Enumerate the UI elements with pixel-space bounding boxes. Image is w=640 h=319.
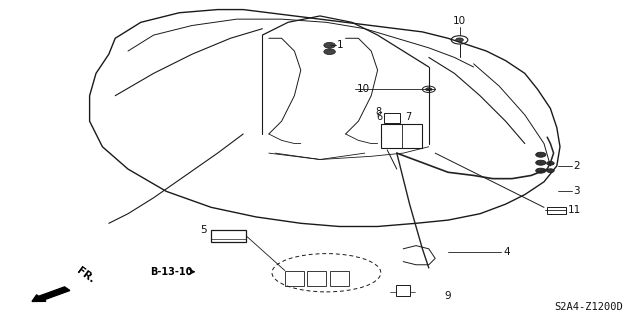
Text: 8: 8 <box>375 107 381 117</box>
Bar <box>384 113 400 123</box>
Text: B-13-10: B-13-10 <box>150 267 193 277</box>
FancyArrow shape <box>32 287 70 301</box>
Text: 10: 10 <box>356 84 370 94</box>
Text: 10: 10 <box>453 16 466 26</box>
Circle shape <box>426 88 432 91</box>
Circle shape <box>547 161 554 165</box>
Circle shape <box>324 49 335 55</box>
Bar <box>307 271 326 286</box>
Text: 9: 9 <box>444 291 451 301</box>
Text: 11: 11 <box>568 205 581 215</box>
Circle shape <box>536 168 546 173</box>
Circle shape <box>456 38 463 42</box>
Text: FR.: FR. <box>75 265 97 285</box>
Text: 3: 3 <box>573 186 580 197</box>
Bar <box>381 124 422 148</box>
Text: 5: 5 <box>200 225 207 235</box>
Bar <box>285 271 304 286</box>
Circle shape <box>536 152 546 157</box>
Text: 2: 2 <box>573 161 580 171</box>
Text: S2A4-Z1200D: S2A4-Z1200D <box>554 302 623 312</box>
Bar <box>330 271 349 286</box>
Circle shape <box>547 169 554 173</box>
Circle shape <box>324 42 335 48</box>
Text: 1: 1 <box>337 40 344 50</box>
Bar <box>547 207 566 214</box>
Circle shape <box>536 160 546 165</box>
Bar <box>396 285 410 296</box>
Text: 6: 6 <box>376 112 383 122</box>
Bar <box>211 230 246 242</box>
Text: 4: 4 <box>503 247 509 257</box>
Text: 7: 7 <box>405 112 412 122</box>
